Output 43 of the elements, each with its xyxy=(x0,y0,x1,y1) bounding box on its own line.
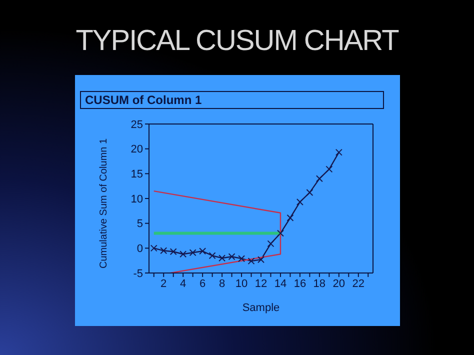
x-tick-label: 12 xyxy=(254,278,268,290)
y-tick-label: 25 xyxy=(130,118,143,131)
y-tick-label: 5 xyxy=(136,218,143,230)
chart-title: TYPICAL CUSUM CHART xyxy=(74,25,400,58)
y-tick-label: -5 xyxy=(133,268,143,280)
point xyxy=(316,175,323,182)
y-axis-title: Cumulative Sum of Column 1 xyxy=(98,138,110,268)
y-tick-label: 15 xyxy=(130,168,143,181)
point xyxy=(306,189,314,196)
x-tick-label: 22 xyxy=(352,278,365,290)
point xyxy=(276,230,284,237)
x-tick-label: 2 xyxy=(160,278,167,290)
point xyxy=(170,248,177,256)
point xyxy=(189,249,196,256)
point xyxy=(326,166,333,173)
point xyxy=(208,252,216,260)
chart-subtitle: CUSUM of Column 1 xyxy=(80,91,384,109)
point xyxy=(286,214,294,222)
y-tick-label: 10 xyxy=(130,193,143,206)
point xyxy=(150,244,158,252)
x-tick-label: 6 xyxy=(200,278,206,290)
x-tick-label: 4 xyxy=(180,278,186,290)
x-tick-label: 10 xyxy=(235,278,248,290)
point xyxy=(248,258,255,265)
point xyxy=(180,250,187,258)
x-tick-label: 20 xyxy=(332,278,346,290)
x-tick-label: 18 xyxy=(313,278,326,290)
x-tick-label: 14 xyxy=(274,278,287,290)
point xyxy=(218,254,226,262)
x-tick-label: 8 xyxy=(218,278,226,290)
y-tick-label: 20 xyxy=(130,144,143,156)
point xyxy=(238,255,246,262)
point xyxy=(296,198,304,206)
point xyxy=(228,253,236,260)
point xyxy=(335,148,342,156)
y-tick-label: 0 xyxy=(136,243,143,256)
point xyxy=(267,240,274,248)
x-tick-label: 16 xyxy=(294,278,306,290)
line-series xyxy=(153,190,282,273)
x-axis-title: Sample xyxy=(242,302,280,314)
point xyxy=(199,248,206,255)
point xyxy=(160,247,168,254)
point xyxy=(258,256,264,264)
